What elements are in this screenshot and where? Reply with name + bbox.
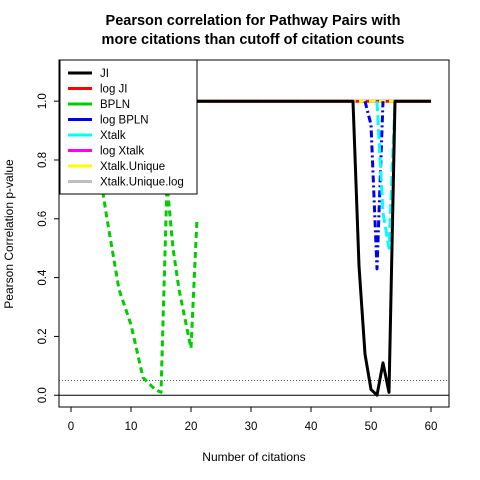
chart-title-line-1: Pearson correlation for Pathway Pairs wi… bbox=[106, 13, 401, 29]
legend-label: log BPLN bbox=[100, 115, 149, 127]
x-tick-label: 10 bbox=[125, 421, 138, 433]
x-tick-label: 30 bbox=[245, 421, 258, 433]
x-tick-label: 0 bbox=[68, 421, 74, 433]
x-tick-label: 50 bbox=[365, 421, 378, 433]
reference-lines bbox=[59, 380, 449, 396]
series-line-log-bpln bbox=[363, 100, 385, 271]
y-tick-label: 0.6 bbox=[37, 211, 49, 227]
series-line-ji bbox=[89, 99, 431, 397]
legend-label: log Xtalk bbox=[100, 146, 144, 158]
y-tick-label: 0.4 bbox=[37, 269, 49, 286]
y-tick-label: 0.8 bbox=[37, 152, 49, 168]
x-tick-label: 60 bbox=[425, 421, 438, 433]
y-axis-label: Pearson Correlation p-value bbox=[2, 159, 16, 309]
chart-title: Pearson correlation for Pathway Pairs wi… bbox=[102, 13, 405, 48]
y-tick-label: 1.0 bbox=[37, 93, 49, 109]
legend-label: log JI bbox=[100, 84, 128, 96]
x-axis-label: Number of citations bbox=[202, 450, 305, 464]
x-axis: 0 10 20 30 40 50 60 bbox=[68, 406, 438, 433]
y-tick-label: 0.2 bbox=[37, 328, 49, 344]
legend-label: Xtalk.Unique bbox=[100, 161, 165, 173]
x-tick-label: 40 bbox=[305, 421, 318, 433]
series-line-xtalk bbox=[375, 101, 397, 250]
series-line-bpln bbox=[93, 142, 199, 394]
legend-label: Xtalk.Unique.log bbox=[100, 177, 184, 189]
legend-label: JI bbox=[100, 68, 109, 80]
x-tick-label: 20 bbox=[185, 421, 198, 433]
y-axis: 0.0 0.2 0.4 0.6 0.8 1.0 bbox=[37, 93, 60, 403]
legend-label: BPLN bbox=[100, 99, 130, 111]
chart-title-line-2: more citations than cutoff of citation c… bbox=[102, 32, 405, 48]
legend-label: Xtalk bbox=[100, 130, 126, 142]
legend-box bbox=[59, 59, 198, 195]
y-tick-label: 0.0 bbox=[37, 387, 49, 403]
legend: JI log JI BPLN log BPLN Xtalk log Xtalk Xtalk.… bbox=[59, 59, 198, 195]
